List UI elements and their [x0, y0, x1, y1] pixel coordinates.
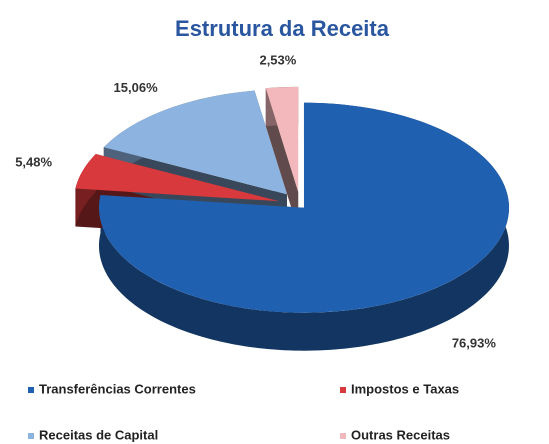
legend-label: Outras Receitas [351, 427, 450, 442]
slice [103, 90, 288, 195]
legend-swatch [340, 387, 346, 393]
chart-title: Estrutura da Receita [175, 16, 390, 41]
legend-swatch [28, 433, 34, 439]
slice [75, 154, 279, 202]
data-label: 5,48% [15, 155, 52, 170]
data-label: 15,06% [114, 80, 159, 95]
legend-swatch [340, 433, 346, 439]
data-label: 2,53% [259, 52, 296, 67]
data-label: 76,93% [452, 335, 497, 350]
legend-label: Receitas de Capital [39, 427, 158, 442]
slice [98, 102, 509, 313]
legend-label: Impostos e Taxas [351, 381, 459, 396]
legend-label: Transferências Correntes [39, 381, 196, 396]
legend-swatch [28, 387, 34, 393]
slice [265, 86, 299, 192]
